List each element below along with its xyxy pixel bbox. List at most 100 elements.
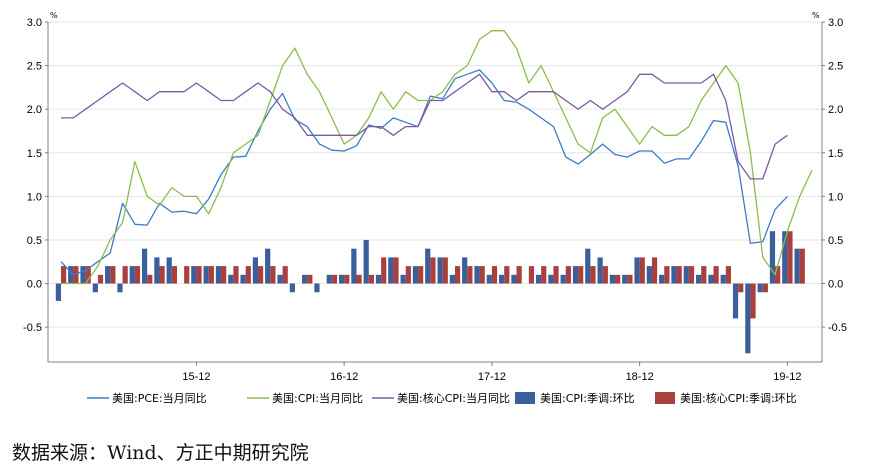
y-unit-left: % bbox=[50, 11, 58, 20]
y-tick-label-right: 1.0 bbox=[828, 191, 843, 203]
y-tick-label-left: 0.0 bbox=[27, 279, 42, 291]
bar bbox=[257, 266, 264, 284]
source-note: 数据来源：Wind、方正中期研究院 bbox=[12, 442, 309, 464]
bar bbox=[302, 274, 308, 284]
bar bbox=[597, 257, 603, 284]
bar bbox=[166, 257, 172, 284]
bar bbox=[430, 257, 436, 284]
bar bbox=[338, 274, 345, 284]
bar bbox=[732, 283, 739, 319]
bar bbox=[671, 266, 677, 284]
bar bbox=[344, 274, 350, 284]
bar bbox=[191, 266, 197, 284]
bar bbox=[375, 274, 382, 284]
bar bbox=[147, 274, 153, 284]
bar bbox=[240, 274, 246, 284]
bar bbox=[454, 266, 461, 284]
bar bbox=[787, 231, 793, 284]
bar bbox=[757, 283, 763, 293]
bar bbox=[265, 248, 271, 284]
bar bbox=[388, 257, 394, 284]
bar bbox=[196, 266, 202, 284]
bar bbox=[363, 239, 369, 284]
y-tick-label-left: -0.5 bbox=[23, 322, 42, 334]
bar bbox=[154, 257, 160, 284]
bar bbox=[252, 257, 258, 284]
bar bbox=[326, 274, 332, 284]
bar bbox=[553, 266, 559, 284]
bar bbox=[708, 274, 714, 284]
bar bbox=[782, 231, 788, 284]
bar bbox=[688, 266, 695, 284]
bar bbox=[221, 266, 227, 284]
bar bbox=[405, 266, 411, 284]
y-tick-label-left: 0.5 bbox=[27, 235, 42, 247]
bar bbox=[184, 266, 190, 284]
line-series bbox=[60, 30, 813, 285]
bar bbox=[307, 274, 313, 284]
x-tick-label: 15-12 bbox=[182, 371, 210, 383]
bar bbox=[129, 266, 135, 284]
bar bbox=[565, 266, 571, 284]
bar bbox=[676, 266, 682, 284]
bar bbox=[85, 266, 91, 284]
legend-label: 美国:核心CPI:当月同比 bbox=[397, 391, 510, 405]
bar bbox=[105, 266, 111, 284]
series-line bbox=[61, 73, 788, 180]
bar bbox=[425, 248, 431, 284]
bar bbox=[609, 274, 616, 284]
bar bbox=[750, 283, 756, 319]
bar bbox=[720, 274, 726, 284]
bar bbox=[622, 274, 628, 284]
bar bbox=[701, 266, 707, 284]
bar bbox=[437, 257, 443, 284]
legend-label: 美国:CPI:当月同比 bbox=[272, 391, 363, 405]
bar bbox=[615, 274, 621, 284]
y-tick-label-left: 2.0 bbox=[27, 104, 42, 116]
y-tick-label-left: 1.0 bbox=[27, 191, 42, 203]
bar bbox=[122, 266, 128, 284]
bar bbox=[585, 248, 591, 284]
axes: 3.0 3.0 2.5 2.5 2.0 2.0 1.5 1.5 1.0 1.0 0.5 0.5 0.0 0… bbox=[23, 17, 847, 383]
bar bbox=[245, 266, 251, 284]
x-tick-label: 19-12 bbox=[773, 371, 801, 383]
bar bbox=[141, 248, 148, 284]
bar bbox=[474, 266, 480, 284]
bar bbox=[270, 266, 276, 284]
bar bbox=[479, 266, 485, 284]
bar bbox=[775, 266, 781, 284]
legend-swatch bbox=[515, 392, 535, 404]
y-tick-label-right: 2.0 bbox=[828, 104, 843, 116]
bar bbox=[467, 266, 473, 284]
bar bbox=[738, 283, 744, 293]
bar bbox=[762, 283, 768, 293]
y-tick-label-left: 1.5 bbox=[27, 148, 42, 160]
legend-label: 美国:CPI:季调:环比 bbox=[540, 392, 635, 405]
bar bbox=[695, 274, 702, 284]
bar bbox=[659, 274, 665, 284]
bar bbox=[442, 257, 448, 284]
legend-label: 美国:PCE:当月同比 bbox=[112, 391, 207, 405]
bar bbox=[73, 266, 79, 284]
bar bbox=[331, 274, 338, 284]
series-line bbox=[60, 69, 788, 276]
bar bbox=[208, 266, 214, 284]
bar bbox=[351, 248, 357, 284]
bar bbox=[639, 257, 645, 284]
y-tick-label-left: 2.5 bbox=[27, 61, 42, 73]
bar bbox=[55, 283, 61, 301]
bar bbox=[412, 266, 419, 284]
series-line bbox=[61, 30, 813, 285]
bar bbox=[381, 257, 387, 284]
bar bbox=[491, 266, 498, 284]
bar bbox=[282, 266, 288, 284]
bar bbox=[400, 274, 406, 284]
bar bbox=[602, 266, 608, 284]
legend-label: 美国:核心CPI:季调:环比 bbox=[680, 391, 797, 405]
bar bbox=[651, 257, 658, 284]
bar bbox=[634, 257, 640, 284]
bar bbox=[61, 266, 67, 284]
bar bbox=[578, 266, 584, 284]
bar bbox=[504, 266, 510, 284]
bar bbox=[516, 266, 522, 284]
